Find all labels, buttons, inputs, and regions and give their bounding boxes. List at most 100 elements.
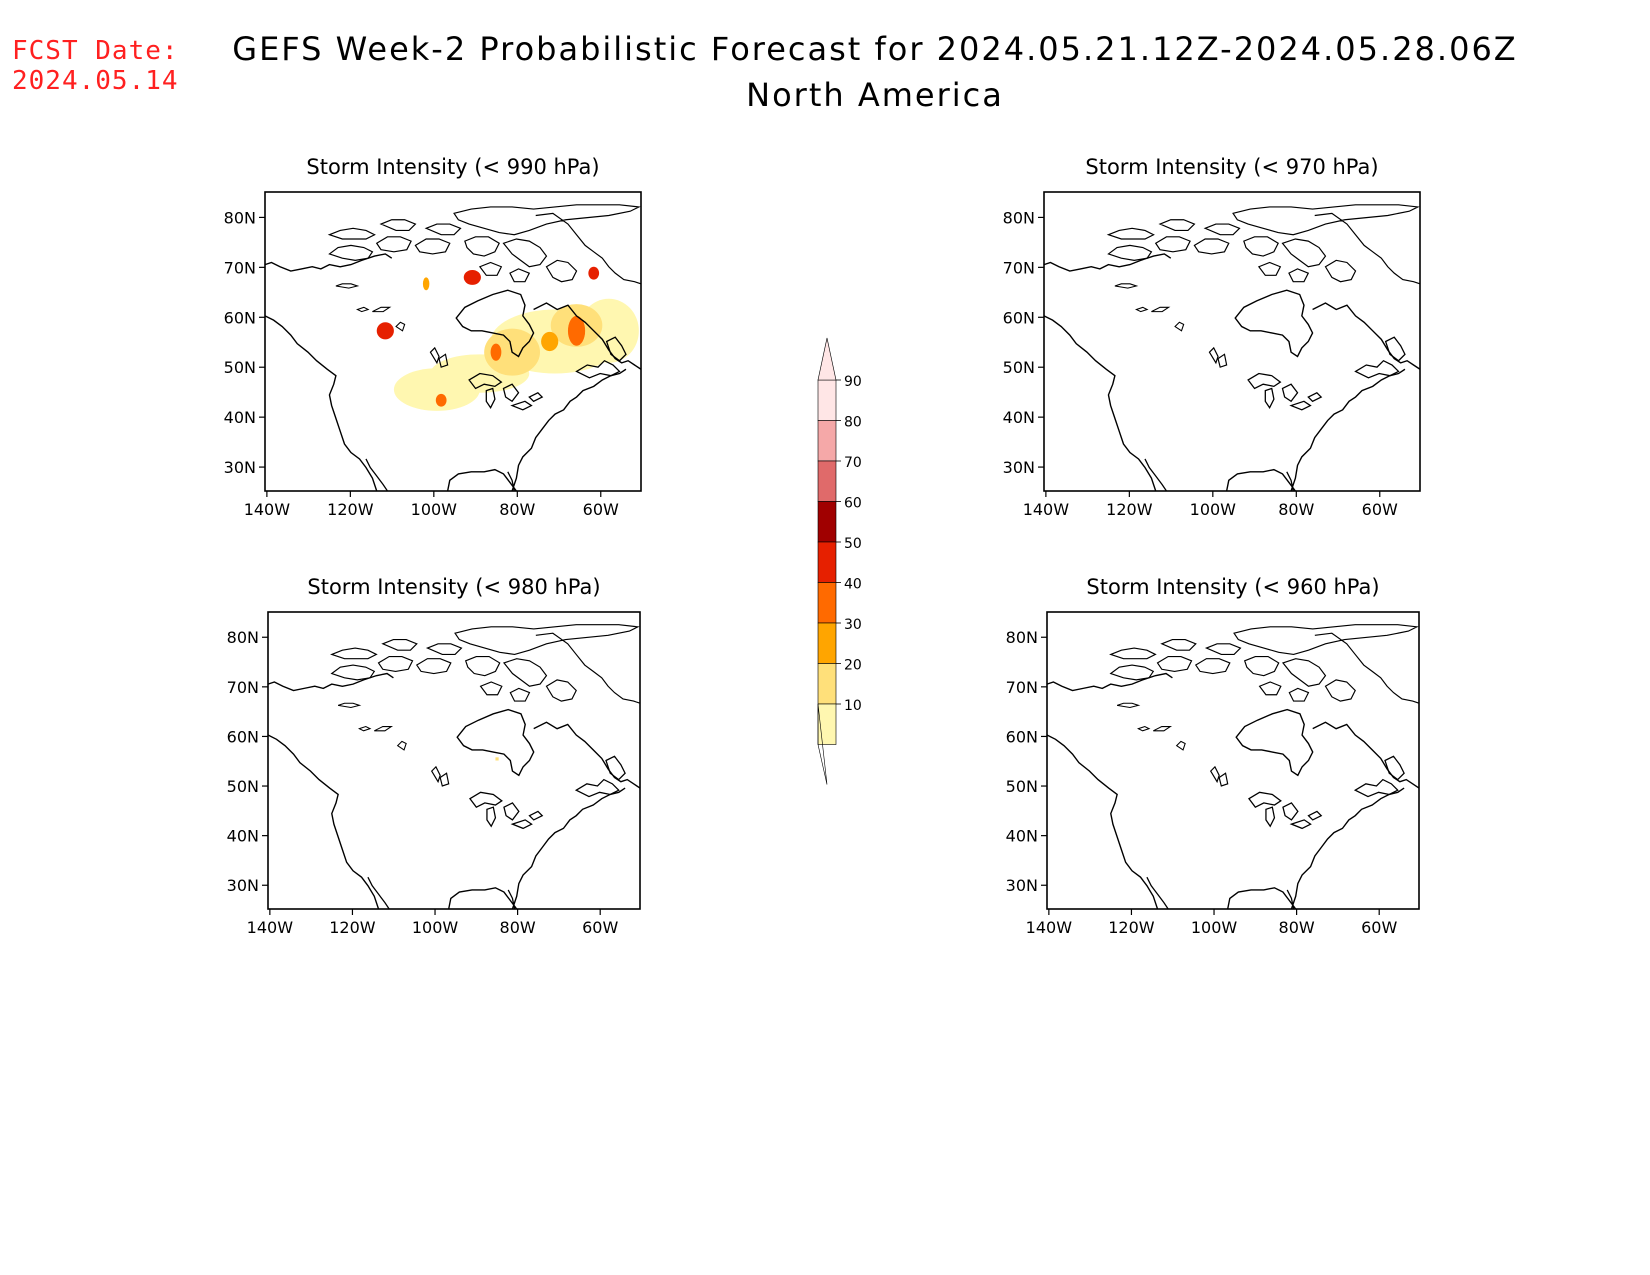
lat-tick-label: 80N [1003, 208, 1035, 227]
colorbar-label: 30 [844, 617, 862, 633]
map-area [267, 624, 641, 910]
map-area [264, 204, 642, 492]
panel-title: Storm Intensity (< 980 hPa) [307, 575, 600, 599]
probability-shading [435, 393, 447, 407]
lat-tick-label: 30N [227, 876, 259, 895]
map-area [1046, 624, 1420, 910]
map-frame [264, 191, 642, 492]
probability-shading [393, 368, 480, 411]
lat-tick-label: 30N [1003, 458, 1035, 477]
lat-tick-label: 80N [227, 628, 259, 647]
lon-tick-label: 120W [1108, 918, 1155, 937]
lat-tick-label: 60N [224, 308, 256, 327]
probability-shading [588, 266, 600, 280]
lon-tick-label: 60W [582, 918, 618, 937]
colorbar-segment [817, 379, 837, 421]
lat-tick-label: 80N [1006, 628, 1038, 647]
colorbar-segment [817, 622, 837, 664]
colorbar-top-cap [817, 337, 837, 381]
colorbar-label: 50 [844, 536, 862, 552]
probability-shading [422, 277, 430, 291]
lon-tick-label: 120W [327, 500, 374, 519]
lat-tick-label: 50N [1003, 358, 1035, 377]
lat-tick-label: 30N [1006, 876, 1038, 895]
lon-tick-label: 80W [500, 918, 536, 937]
lon-tick-label: 100W [1190, 500, 1237, 519]
lon-tick-label: 140W [244, 500, 291, 519]
colorbar-label: 40 [844, 577, 862, 593]
lon-tick-label: 140W [247, 918, 294, 937]
lat-tick-label: 50N [227, 777, 259, 796]
probability-shading [567, 315, 586, 346]
colorbar-label: 10 [844, 698, 862, 714]
figure-title: GEFS Week-2 Probabilistic Forecast for 2… [232, 30, 1518, 68]
lat-tick-label: 40N [1006, 827, 1038, 846]
lat-tick-label: 50N [1006, 777, 1038, 796]
panel-title: Storm Intensity (< 970 hPa) [1085, 155, 1378, 179]
colorbar-segment [817, 541, 837, 583]
lat-tick-label: 70N [224, 258, 256, 277]
colorbar: 10 20 30 40 50 60 70 80 90 [817, 337, 862, 785]
lat-tick-label: 50N [224, 358, 256, 377]
panel-title: Storm Intensity (< 960 hPa) [1086, 575, 1379, 599]
map-panel-p960: Storm Intensity (< 960 hPa) 30N 40N 50N 60N 7… [1006, 575, 1420, 937]
colorbar-label: 60 [844, 496, 862, 512]
lon-tick-label: 120W [329, 918, 376, 937]
lon-tick-label: 140W [1023, 500, 1070, 519]
colorbar-segment [817, 501, 837, 543]
lat-tick-label: 60N [227, 727, 259, 746]
lat-tick-label: 70N [1003, 258, 1035, 277]
colorbar-label: 70 [844, 455, 862, 471]
lat-tick-label: 30N [224, 458, 256, 477]
lon-tick-label: 60W [583, 500, 619, 519]
map-panel-p990: Storm Intensity (< 990 hPa) 30N 40N 50N 60N 7… [224, 155, 642, 519]
lon-tick-label: 100W [411, 500, 458, 519]
probability-shading [541, 331, 559, 352]
colorbar-label: 20 [844, 658, 862, 674]
colorbar-segment [817, 703, 837, 745]
colorbar-bottom-cap [817, 703, 828, 785]
fcst-date-label: FCST Date: [12, 36, 179, 66]
probability-shading [376, 322, 394, 340]
lat-tick-label: 70N [227, 678, 259, 697]
figure-subtitle: North America [746, 76, 1004, 114]
lon-tick-label: 80W [499, 500, 535, 519]
probability-shading [495, 757, 499, 761]
lon-tick-label: 80W [1279, 918, 1315, 937]
lon-tick-label: 140W [1026, 918, 1073, 937]
coastline [1046, 624, 1420, 910]
colorbar-label: 80 [844, 415, 862, 431]
map-panel-p980: Storm Intensity (< 980 hPa) 30N 40N 50N 60N 7… [227, 575, 641, 937]
panel-title: Storm Intensity (< 990 hPa) [306, 155, 599, 179]
lat-tick-label: 60N [1006, 727, 1038, 746]
map-frame [1043, 191, 1421, 492]
lon-tick-label: 100W [1191, 918, 1238, 937]
colorbar-segment [817, 420, 837, 462]
colorbar-segment [817, 460, 837, 502]
lat-tick-label: 40N [227, 827, 259, 846]
probability-shading [463, 269, 481, 285]
colorbar-segment [817, 582, 837, 624]
coastline [267, 624, 641, 910]
colorbar-segment [817, 663, 837, 705]
lon-tick-label: 60W [1361, 918, 1397, 937]
lon-tick-label: 120W [1106, 500, 1153, 519]
lat-tick-label: 40N [1003, 408, 1035, 427]
lon-tick-label: 100W [412, 918, 459, 937]
colorbar-label: 90 [844, 374, 862, 390]
coastline [1043, 204, 1421, 492]
fcst-date-value: 2024.05.14 [12, 66, 179, 96]
fcst-date-block: FCST Date: 2024.05.14 [12, 36, 179, 96]
map-area [1043, 204, 1421, 492]
lat-tick-label: 70N [1006, 678, 1038, 697]
lat-tick-label: 80N [224, 208, 256, 227]
map-panel-p970: Storm Intensity (< 970 hPa) 30N 40N 50N 60N 7… [1003, 155, 1421, 519]
map-frame [267, 611, 641, 910]
lon-tick-label: 60W [1362, 500, 1398, 519]
lat-tick-label: 60N [1003, 308, 1035, 327]
probability-shading [490, 343, 502, 361]
map-frame [1046, 611, 1420, 910]
lon-tick-label: 80W [1278, 500, 1314, 519]
